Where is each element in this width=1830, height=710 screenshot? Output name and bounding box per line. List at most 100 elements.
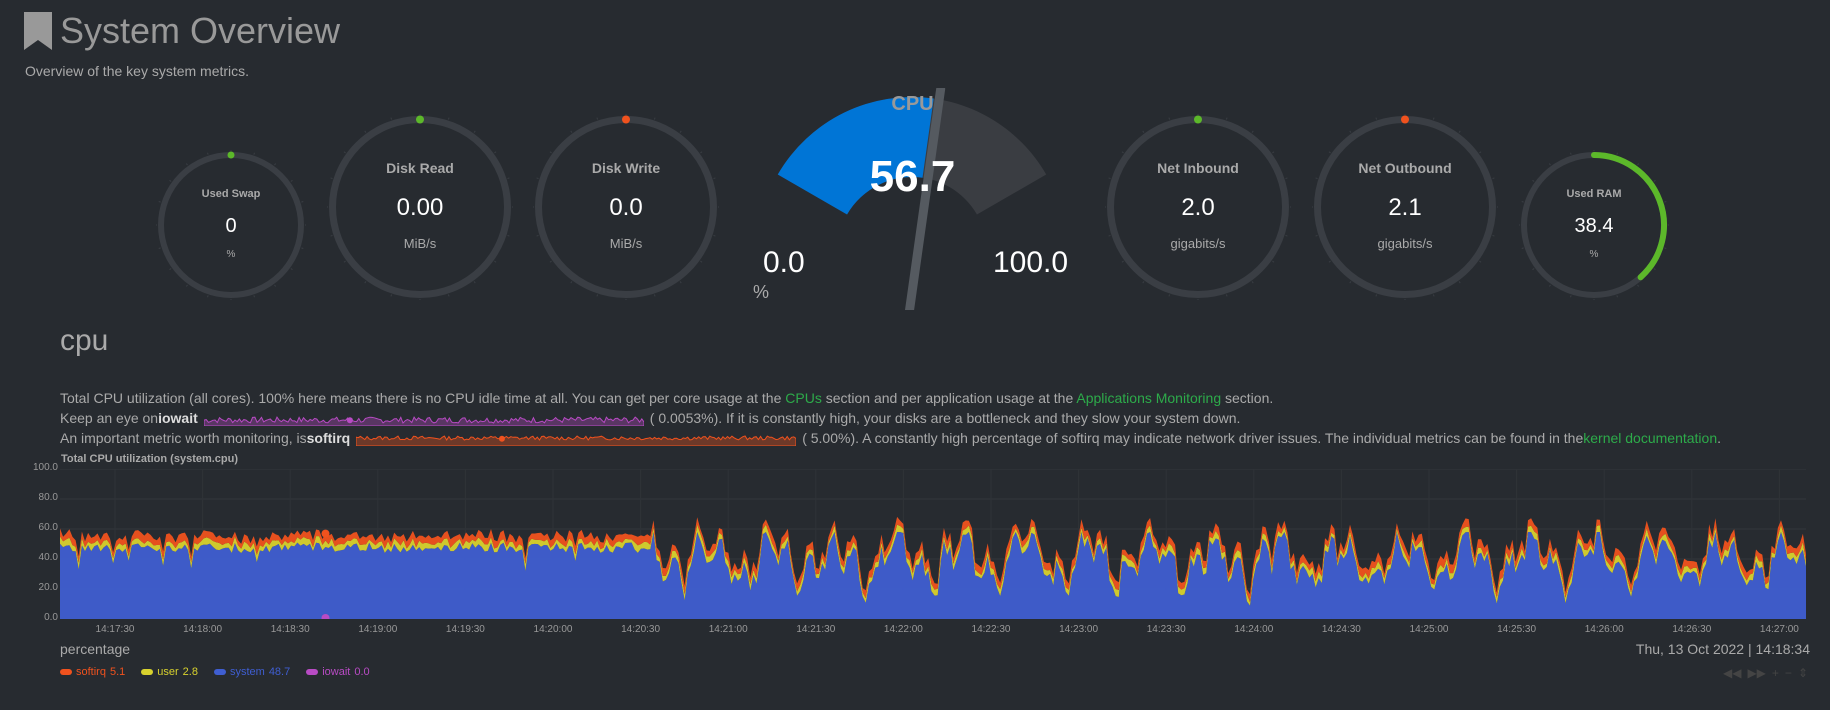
legend-item-system[interactable]: system 48.7 (213, 666, 291, 678)
disk-write-gauge[interactable]: Disk Write 0.0 MiB/s (533, 114, 719, 300)
pan-left-icon[interactable]: ◀◀ (1722, 666, 1742, 680)
gauge-unit: % (1589, 249, 1599, 260)
cpus-link[interactable]: CPUs (785, 390, 822, 406)
gauge-tick (1315, 234, 1318, 237)
pan-right-icon[interactable]: ▶▶ (1747, 666, 1766, 680)
softirq-sparkline[interactable] (356, 430, 797, 446)
gauge-tick (1142, 130, 1145, 133)
gauge-tick (1616, 295, 1618, 298)
gauge-unit: % (226, 249, 236, 260)
gauge-tick (1548, 163, 1551, 166)
resize-icon[interactable]: ⇕ (1797, 666, 1808, 680)
gauge-label: Used RAM (1566, 188, 1622, 200)
gauge-tick (158, 201, 161, 203)
series-system-area (60, 532, 1806, 619)
gauge-tick (1532, 268, 1535, 271)
legend-name: iowait (322, 666, 351, 678)
x-tick-label: 14:24:30 (1321, 624, 1361, 635)
gauge-tick (301, 201, 304, 203)
legend-swatch (306, 669, 319, 675)
cpu-gauge-label: CPU (891, 93, 934, 115)
gauge-tick (330, 177, 333, 180)
gauge-tick (1225, 294, 1228, 297)
used-swap-ring (156, 150, 306, 300)
legend-item-user[interactable]: user 2.8 (141, 666, 198, 678)
gauge-tick (1285, 234, 1288, 237)
gauge-tick (1225, 117, 1228, 120)
gauge-tick (364, 281, 367, 284)
cpu-utilization-chart[interactable] (60, 469, 1806, 619)
legend-item-iowait[interactable]: iowait 0.0 (306, 666, 370, 678)
gauge-label: Disk Write (591, 160, 661, 176)
gauge-tick (1272, 260, 1275, 263)
gauge-tick (1328, 151, 1331, 154)
legend-swatch (60, 669, 72, 675)
gauge-value: 0 (225, 215, 237, 237)
cpu-gauge-max: 100.0 (993, 246, 1069, 279)
page-title-text: System Overview (60, 10, 341, 51)
net-outbound-ring (1312, 114, 1498, 300)
used-ram-gauge[interactable]: Used RAM 38.4 % (1519, 150, 1669, 300)
gauge-tick (1108, 234, 1111, 237)
used-swap-gauge[interactable]: Used Swap 0 % (156, 150, 306, 300)
x-tick-label: 14:22:30 (971, 624, 1011, 635)
gauge-tick (570, 130, 573, 133)
legend-item-softirq[interactable]: softirq 5.1 (60, 666, 125, 678)
gauge-tick (1272, 151, 1275, 154)
gauge-tick (679, 281, 682, 284)
gauge-tick (343, 260, 346, 263)
gauge-value: 38.4 (1574, 215, 1614, 237)
zoom-in-icon[interactable]: + (1771, 666, 1779, 680)
net-outbound-gauge[interactable]: Net Outbound 2.1 gigabits/s (1312, 114, 1498, 300)
legend-value: 48.7 (268, 666, 291, 678)
gauge-tick (169, 179, 172, 182)
legend-name: user (157, 666, 179, 678)
sparkline-area (203, 416, 644, 426)
gauge-tick (653, 294, 656, 297)
x-tick-label: 14:19:30 (445, 624, 485, 635)
x-tick-label: 14:19:00 (358, 624, 398, 635)
gauge-tick (330, 234, 333, 237)
desc-text: An important metric worth monitoring, is (60, 430, 307, 446)
applications-monitoring-link[interactable]: Applications Monitoring (1076, 390, 1222, 406)
cpu-gauge-fill (777, 97, 934, 215)
net-inbound-gauge[interactable]: Net Inbound 2.0 gigabits/s (1105, 114, 1291, 300)
disk-read-gauge[interactable]: Disk Read 0.00 MiB/s (327, 114, 513, 300)
y-tick-label: 100.0 (32, 462, 58, 473)
gauge-tick (253, 152, 255, 155)
cpu-gauge-arc (777, 88, 1047, 310)
gauge-tick (1532, 179, 1535, 182)
cpu-gauge-pointer (904, 88, 946, 310)
page-subtitle: Overview of the key system metrics. (25, 63, 250, 79)
legend-value: 5.1 (109, 666, 126, 678)
gauge-tick (596, 117, 599, 120)
legend-name: softirq (76, 666, 106, 678)
x-tick-label: 14:25:30 (1497, 624, 1537, 635)
desc-text: section and per application usage at the (821, 390, 1077, 406)
gauge-value: 2.1 (1388, 194, 1422, 221)
gauge-tick (536, 234, 539, 237)
gauge-unit: MiB/s (403, 236, 437, 251)
gauge-tick (1251, 281, 1254, 284)
gauge-tick (473, 130, 476, 133)
cpu-description-line2: Keep an eye on iowait ( 0.0053%). If it … (60, 410, 1240, 426)
gauge-tick (1479, 151, 1482, 154)
zoom-out-icon[interactable]: − (1784, 666, 1792, 680)
gauge-tick (1142, 281, 1145, 284)
net-inbound-ring (1105, 114, 1291, 300)
gauge-unit: MiB/s (609, 236, 643, 251)
legend-value: 0.0 (354, 666, 370, 678)
cpu-gauge[interactable]: CPU 56.7 0.0 100.0 % (745, 88, 1080, 310)
gauge-tick (185, 163, 188, 166)
gauge-tick (1616, 152, 1618, 155)
gauge-label: Net Inbound (1157, 160, 1239, 176)
gauge-tick (290, 268, 293, 271)
gauge-tick (1521, 247, 1524, 249)
iowait-sparkline[interactable] (203, 410, 644, 426)
cpu-gauge-value: 56.7 (869, 152, 956, 201)
kernel-documentation-link[interactable]: kernel documentation (1583, 430, 1718, 446)
gauge-tick (570, 281, 573, 284)
gauge-tick (1458, 281, 1461, 284)
chart-controls: ◀◀ ▶▶ + − ⇕ (1723, 666, 1808, 680)
gauge-unit: gigabits/s (1377, 236, 1433, 251)
